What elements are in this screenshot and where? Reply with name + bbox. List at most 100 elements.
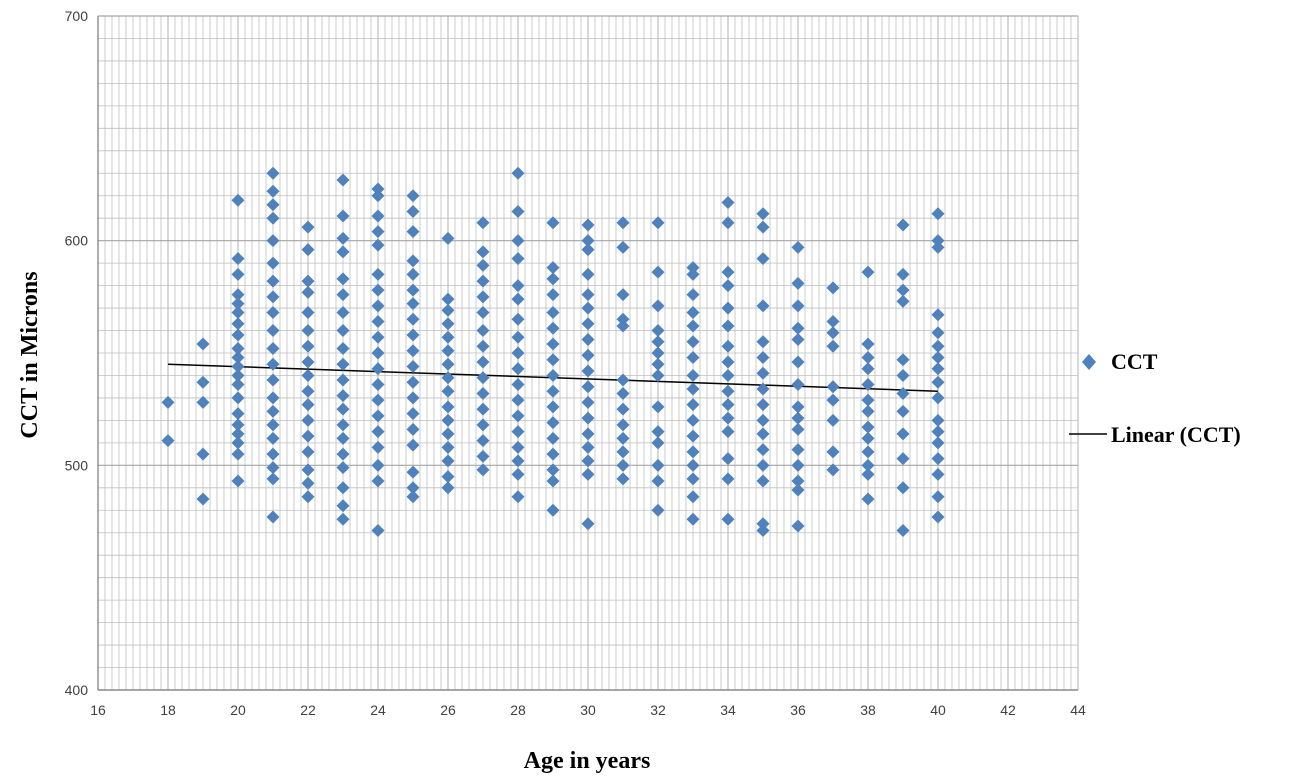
data-point xyxy=(371,425,385,439)
data-point xyxy=(931,207,945,221)
data-point xyxy=(266,184,280,198)
data-point xyxy=(931,339,945,353)
data-point xyxy=(336,245,350,259)
data-point xyxy=(511,312,525,326)
data-point xyxy=(581,364,595,378)
data-point xyxy=(476,245,490,259)
data-point xyxy=(511,362,525,376)
data-point xyxy=(406,267,420,281)
data-point xyxy=(371,458,385,472)
x-tick-label: 30 xyxy=(580,702,596,718)
x-tick-label: 36 xyxy=(790,702,806,718)
x-tick-label: 16 xyxy=(90,702,106,718)
data-point xyxy=(686,429,700,443)
data-point xyxy=(756,252,770,266)
data-point xyxy=(546,321,560,335)
data-point xyxy=(826,281,840,295)
data-point xyxy=(826,339,840,353)
data-point xyxy=(546,474,560,488)
data-point xyxy=(231,342,245,356)
data-point xyxy=(476,355,490,369)
data-point xyxy=(546,353,560,367)
data-point xyxy=(861,337,875,351)
data-point xyxy=(301,324,315,338)
data-point xyxy=(441,454,455,468)
data-point xyxy=(826,445,840,459)
data-point xyxy=(511,409,525,423)
data-point xyxy=(441,303,455,317)
data-point xyxy=(931,308,945,322)
data-point xyxy=(826,413,840,427)
data-point xyxy=(651,324,665,338)
data-point xyxy=(441,413,455,427)
data-point xyxy=(301,274,315,288)
data-point xyxy=(371,330,385,344)
x-tick-label: 26 xyxy=(440,702,456,718)
data-point xyxy=(756,299,770,313)
data-point xyxy=(196,395,210,409)
data-point xyxy=(406,481,420,495)
data-point xyxy=(791,276,805,290)
data-point xyxy=(721,279,735,293)
data-point xyxy=(756,427,770,441)
data-point xyxy=(616,472,630,486)
data-point xyxy=(476,339,490,353)
data-point xyxy=(266,306,280,320)
data-point xyxy=(231,193,245,207)
data-point xyxy=(931,510,945,524)
y-tick-label: 500 xyxy=(65,457,89,473)
data-point xyxy=(406,189,420,203)
data-point xyxy=(546,368,560,382)
data-point xyxy=(686,413,700,427)
data-point xyxy=(651,265,665,279)
data-point xyxy=(371,189,385,203)
data-point xyxy=(931,391,945,405)
data-point xyxy=(476,216,490,230)
data-point xyxy=(686,490,700,504)
legend-label-cct: CCT xyxy=(1111,349,1158,374)
data-point xyxy=(511,292,525,306)
data-point xyxy=(896,523,910,537)
data-point xyxy=(336,389,350,403)
x-tick-labels: 16 18 20 22 24 26 28 30 32 34 36 38 40 42 44 xyxy=(90,702,1086,718)
data-point xyxy=(266,447,280,461)
data-point xyxy=(756,366,770,380)
data-point xyxy=(301,384,315,398)
x-axis-title: Age in years xyxy=(524,748,651,774)
data-point xyxy=(616,458,630,472)
data-point xyxy=(686,306,700,320)
data-point xyxy=(686,261,700,275)
data-point xyxy=(511,377,525,391)
data-point xyxy=(441,384,455,398)
data-point xyxy=(686,267,700,281)
data-point xyxy=(581,234,595,248)
data-point xyxy=(336,447,350,461)
data-point xyxy=(721,339,735,353)
data-point xyxy=(896,283,910,297)
data-point xyxy=(441,400,455,414)
data-point xyxy=(511,279,525,293)
data-point xyxy=(721,411,735,425)
data-point xyxy=(301,463,315,477)
data-point xyxy=(756,382,770,396)
data-point xyxy=(336,431,350,445)
data-point xyxy=(546,463,560,477)
data-point xyxy=(406,297,420,311)
data-point xyxy=(791,458,805,472)
data-point xyxy=(266,510,280,524)
data-point xyxy=(301,398,315,412)
data-point xyxy=(371,267,385,281)
data-point xyxy=(686,472,700,486)
data-point xyxy=(931,240,945,254)
data-point xyxy=(441,231,455,245)
data-point xyxy=(791,474,805,488)
data-point xyxy=(616,445,630,459)
data-point xyxy=(441,470,455,484)
data-point xyxy=(406,254,420,268)
data-point xyxy=(826,380,840,394)
data-point xyxy=(826,463,840,477)
data-point xyxy=(301,355,315,369)
data-point xyxy=(266,290,280,304)
x-tick-label: 20 xyxy=(230,702,246,718)
